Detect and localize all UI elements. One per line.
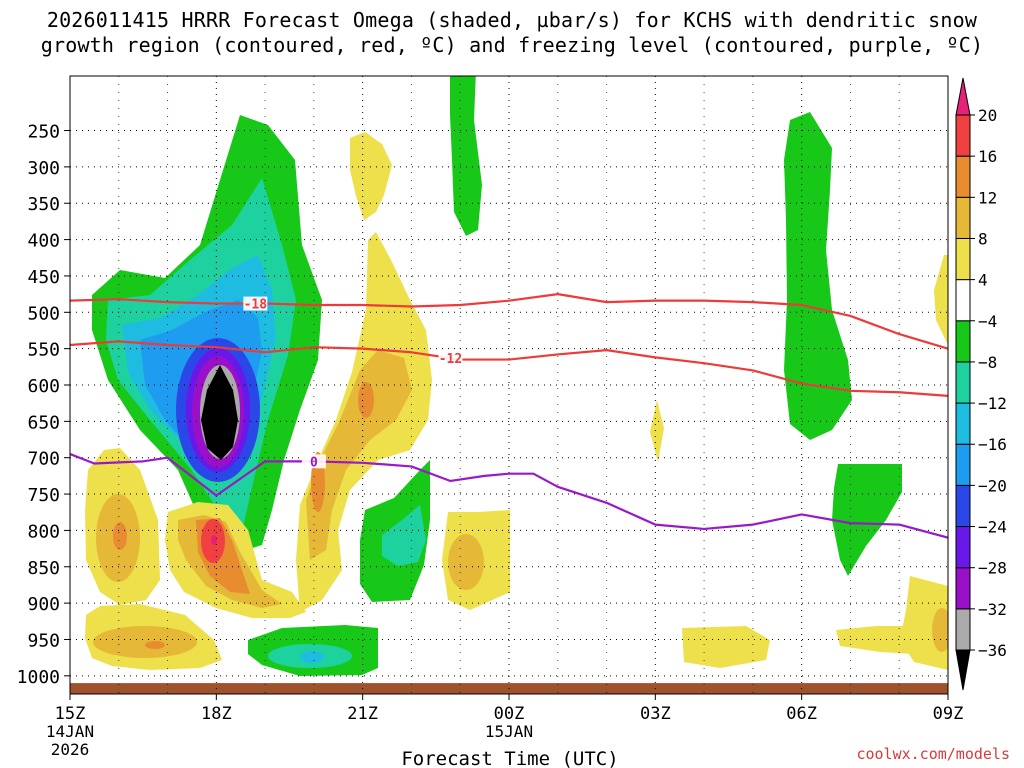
- x-tick-sublabel-00Z-0: 15JAN: [485, 722, 533, 741]
- x-tick-label-03Z: 03Z: [640, 704, 671, 724]
- colorbar-label--20: −20: [978, 476, 1007, 495]
- colorbar-segment-m36_m32: [955, 608, 971, 651]
- x-tick-label-15Z: 15Z: [55, 704, 86, 724]
- x-tick-label-09Z: 09Z: [933, 704, 964, 724]
- subsidence-18z-p20: [211, 535, 217, 545]
- x-tick-sublabel-15Z-1: 2026: [51, 740, 90, 759]
- y-tick-label-650: 650: [27, 412, 60, 433]
- contour--12-label: -12: [439, 352, 462, 367]
- y-tick-label-800: 800: [27, 521, 60, 542]
- ascent-region-07z: [832, 464, 902, 576]
- ascent-core-m36: [201, 365, 238, 460]
- colorbar-label--36: −36: [978, 641, 1007, 660]
- x-tick-sublabel-15Z-0: 14JAN: [46, 722, 94, 741]
- colorbar-segment-p16_20: [955, 114, 971, 157]
- colorbar-label--32: −32: [978, 600, 1007, 619]
- colorbar-label--12: −12: [978, 394, 1007, 413]
- colorbar-segment-m28_m24: [955, 526, 971, 569]
- colorbar-label--24: −24: [978, 518, 1007, 537]
- colorbar-label--4: −4: [978, 312, 997, 331]
- subsidence-21z-column-p8: [306, 350, 412, 560]
- y-tick-label-900: 900: [27, 594, 60, 615]
- ascent-column-23z: [450, 76, 482, 236]
- y-tick-label-250: 250: [27, 122, 60, 143]
- colorbar-label--16: −16: [978, 435, 1007, 454]
- chart-title-line-2: growth region (contoured, red, ºC) and f…: [40, 33, 984, 57]
- subsidence-lowlevel-p8: [93, 626, 197, 658]
- subsidence-16z-p12: [113, 522, 127, 550]
- subsidence-08z-p8: [932, 608, 948, 652]
- gridlines: [70, 76, 948, 694]
- ascent-region-20z-low-m12: [300, 651, 324, 663]
- contour--12-line: [70, 340, 948, 398]
- colorbar-label-8: 8: [978, 229, 988, 248]
- subsidence-03z-p4: [650, 400, 664, 462]
- colorbar-segment-m4_4: [955, 279, 971, 322]
- colorbar-segment-p12_16: [955, 155, 971, 198]
- contour--12-label-bg: [438, 351, 463, 366]
- subsidence-09z-upper-p4: [934, 255, 948, 345]
- colorbar-label-20: 20: [978, 106, 997, 125]
- x-tick-label-06Z: 06Z: [786, 704, 817, 724]
- chart-title-line-1: 2026011415 HRRR Forecast Omega (shaded, …: [46, 8, 978, 32]
- colorbar-label-12: 12: [978, 188, 997, 207]
- x-tick-label-18Z: 18Z: [201, 704, 232, 724]
- colorbar-segment-p8_12: [955, 196, 971, 239]
- colorbar-segment-m12_m8: [955, 361, 971, 404]
- y-tick-label-400: 400: [27, 231, 60, 252]
- colorbar-segment-m24_m20: [955, 484, 971, 528]
- x-tick-label-00Z: 00Z: [494, 704, 525, 724]
- subsidence-2330z-p8: [448, 534, 484, 590]
- colorbar-label--28: −28: [978, 559, 1007, 578]
- subsidence-0730z-p4: [836, 626, 920, 654]
- y-tick-label-500: 500: [27, 303, 60, 324]
- omega-shaded-field: [70, 76, 948, 694]
- colorbar-segment-m16_m12: [955, 402, 971, 445]
- contour--18-label: -18: [244, 298, 268, 313]
- colorbar-label-16: 16: [978, 147, 997, 166]
- y-tick-label-1000: 1000: [17, 667, 60, 688]
- contour-0-line: [70, 453, 948, 539]
- contour--18-label-bg: [243, 296, 268, 311]
- y-tick-label-450: 450: [27, 267, 60, 288]
- coolwx-credit: coolwx.com/models: [856, 745, 1010, 763]
- y-tick-label-550: 550: [27, 340, 60, 361]
- y-tick-label-300: 300: [27, 158, 60, 179]
- colorbar-segment-m32_m28: [955, 567, 971, 610]
- colorbar-segment-m20_m16: [955, 443, 971, 486]
- subsidence-21z-upper-p4: [350, 132, 392, 220]
- colorbar-max-arrow: [955, 77, 971, 116]
- colorbar: −36 −32 −28 −24 −20 −16 −12 −8 −4 4 8 12 16 20: [955, 77, 1007, 691]
- colorbar-segment-m8_m4: [955, 320, 971, 363]
- axes: 250 300 350 400 450 500 550 600 650 700 750 800 850 9…: [17, 122, 964, 759]
- colorbar-min-arrow: [955, 649, 971, 691]
- ascent-column-06z: [784, 112, 852, 440]
- contour-0-label: 0: [310, 455, 318, 470]
- y-tick-label-600: 600: [27, 376, 60, 397]
- ascent-region-22z-m8: [382, 505, 426, 566]
- colorbar-segment-p4_8: [955, 237, 971, 281]
- y-tick-label-850: 850: [27, 558, 60, 579]
- contour--18-line: [70, 293, 948, 350]
- colorbar-label-4: 4: [978, 271, 988, 290]
- x-axis-label: Forecast Time (UTC): [401, 748, 618, 768]
- colorbar-label--8: −8: [978, 353, 997, 372]
- contour-0-label-bg: [301, 454, 326, 469]
- y-tick-label-950: 950: [27, 630, 60, 651]
- y-tick-label-350: 350: [27, 194, 60, 215]
- subsidence-21z-core-p12: [358, 382, 374, 418]
- subsidence-04z-p4: [682, 626, 770, 668]
- temperature-contours: -18 -12 0: [70, 293, 948, 539]
- y-tick-label-700: 700: [27, 449, 60, 470]
- y-tick-label-750: 750: [27, 485, 60, 506]
- subsidence-lowlevel-p12: [145, 641, 165, 649]
- x-tick-label-21Z: 21Z: [347, 704, 378, 724]
